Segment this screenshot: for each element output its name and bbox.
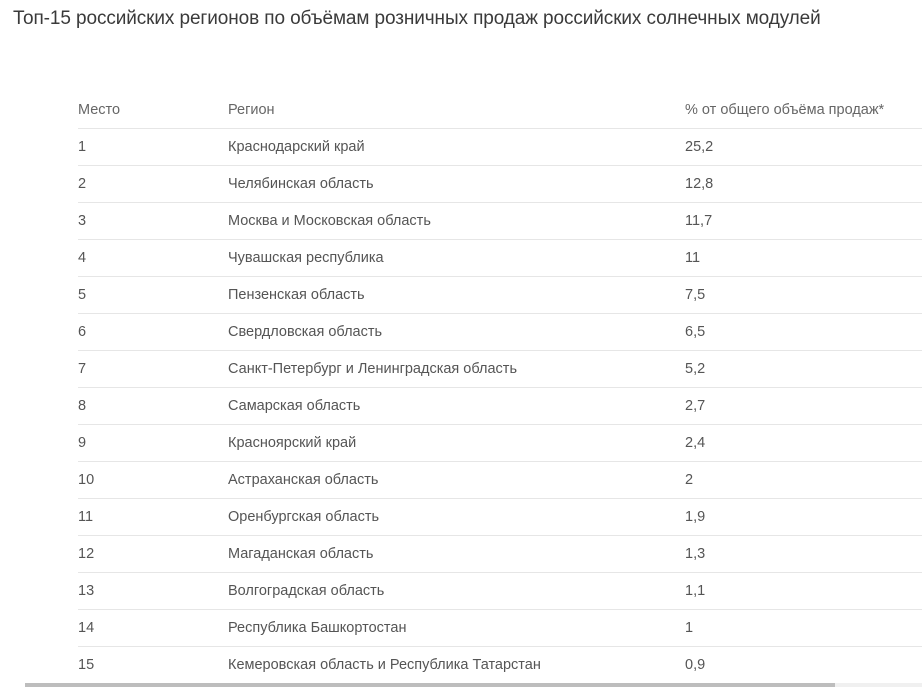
cell-place: 2 <box>78 165 228 203</box>
cell-region: Санкт-Петербург и Ленинградская область <box>228 350 685 388</box>
cell-percent: 25,2 <box>685 128 922 166</box>
cell-percent: 1 <box>685 609 922 647</box>
cell-place: 12 <box>78 535 228 573</box>
cell-percent: 1,1 <box>685 572 922 610</box>
cell-place: 3 <box>78 202 228 240</box>
cell-region: Челябинская область <box>228 165 685 203</box>
cell-place: 11 <box>78 498 228 536</box>
header-percent: % от общего объёма продаж* <box>685 92 922 129</box>
cell-percent: 5,2 <box>685 350 922 388</box>
cell-region: Чувашская республика <box>228 239 685 277</box>
cell-region: Магаданская область <box>228 535 685 573</box>
table-row: 15 Кемеровская область и Республика Татар… <box>78 646 922 684</box>
cell-place: 5 <box>78 276 228 314</box>
regions-table: Место Регион % от общего объёма продаж* … <box>78 92 922 684</box>
cell-percent: 1,9 <box>685 498 922 536</box>
cell-region: Свердловская область <box>228 313 685 351</box>
header-place: Место <box>78 92 228 129</box>
cell-region: Астраханская область <box>228 461 685 499</box>
cell-region: Республика Башкортостан <box>228 609 685 647</box>
cell-percent: 6,5 <box>685 313 922 351</box>
header-region: Регион <box>228 92 685 129</box>
cell-place: 10 <box>78 461 228 499</box>
table-row: 6 Свердловская область 6,5 <box>78 313 922 351</box>
cell-region: Самарская область <box>228 387 685 425</box>
cell-percent: 0,9 <box>685 646 922 684</box>
cell-percent: 11,7 <box>685 202 922 240</box>
table-row: 7 Санкт-Петербург и Ленинградская область… <box>78 350 922 388</box>
horizontal-scrollbar[interactable] <box>25 683 922 687</box>
cell-percent: 2 <box>685 461 922 499</box>
cell-region: Москва и Московская область <box>228 202 685 240</box>
cell-region: Краснодарский край <box>228 128 685 166</box>
cell-region: Кемеровская область и Республика Татарст… <box>228 646 685 684</box>
cell-region: Красноярский край <box>228 424 685 462</box>
cell-percent: 2,7 <box>685 387 922 425</box>
cell-percent: 1,3 <box>685 535 922 573</box>
cell-percent: 2,4 <box>685 424 922 462</box>
scrollbar-thumb[interactable] <box>25 683 835 687</box>
table-row: 9 Красноярский край 2,4 <box>78 424 922 462</box>
cell-place: 9 <box>78 424 228 462</box>
table-row: 14 Республика Башкортостан 1 <box>78 609 922 647</box>
cell-place: 8 <box>78 387 228 425</box>
cell-place: 13 <box>78 572 228 610</box>
table-row: 1 Краснодарский край 25,2 <box>78 128 922 166</box>
cell-percent: 7,5 <box>685 276 922 314</box>
cell-percent: 12,8 <box>685 165 922 203</box>
table-header-row: Место Регион % от общего объёма продаж* <box>78 92 922 129</box>
table-row: 4 Чувашская республика 11 <box>78 239 922 277</box>
page-title: Топ-15 российских регионов по объёмам ро… <box>13 8 821 29</box>
cell-place: 15 <box>78 646 228 684</box>
table-row: 12 Магаданская область 1,3 <box>78 535 922 573</box>
table-row: 3 Москва и Московская область 11,7 <box>78 202 922 240</box>
cell-place: 4 <box>78 239 228 277</box>
table-row: 2 Челябинская область 12,8 <box>78 165 922 203</box>
cell-place: 1 <box>78 128 228 166</box>
table-row: 11 Оренбургская область 1,9 <box>78 498 922 536</box>
table-row: 5 Пензенская область 7,5 <box>78 276 922 314</box>
cell-place: 7 <box>78 350 228 388</box>
cell-place: 14 <box>78 609 228 647</box>
table-row: 10 Астраханская область 2 <box>78 461 922 499</box>
cell-region: Волгоградская область <box>228 572 685 610</box>
table-row: 13 Волгоградская область 1,1 <box>78 572 922 610</box>
table-container: Место Регион % от общего объёма продаж* … <box>0 92 922 687</box>
cell-place: 6 <box>78 313 228 351</box>
cell-region: Оренбургская область <box>228 498 685 536</box>
cell-percent: 11 <box>685 239 922 277</box>
table-row: 8 Самарская область 2,7 <box>78 387 922 425</box>
cell-region: Пензенская область <box>228 276 685 314</box>
